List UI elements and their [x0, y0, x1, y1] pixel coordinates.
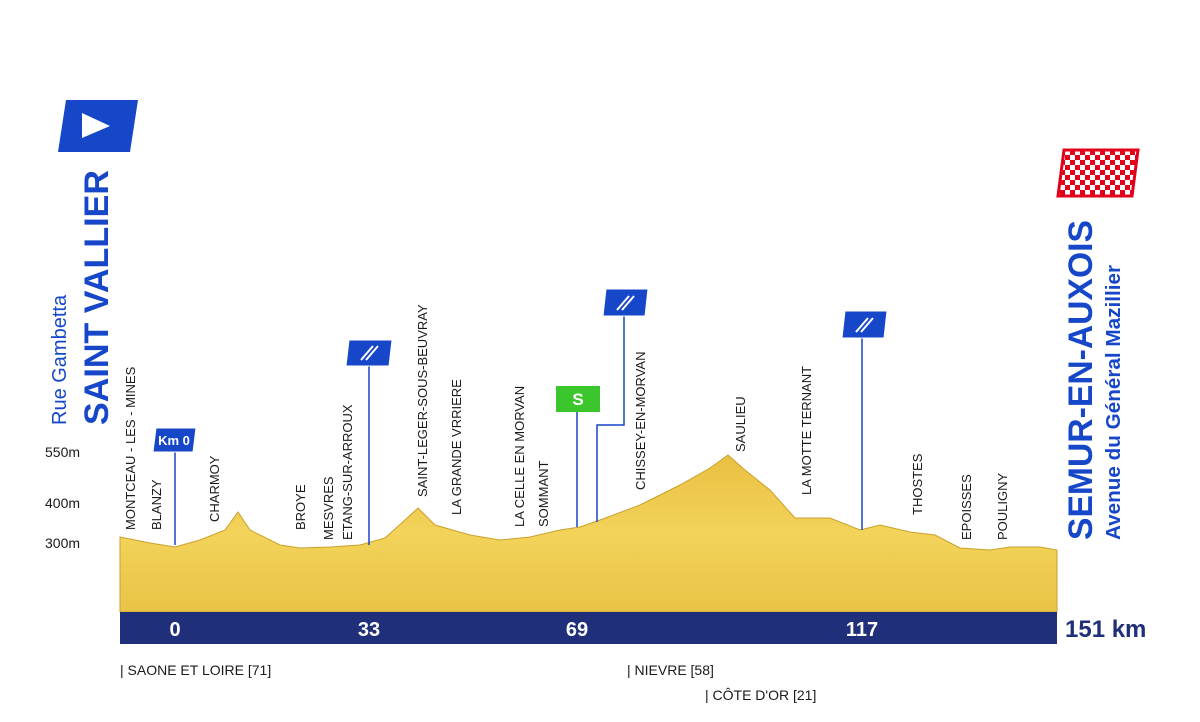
distance-bar: [120, 612, 1057, 644]
finish-street: Avenue du Général Mazillier: [1103, 265, 1125, 540]
place-name: LA MOTTE TERNANT: [799, 366, 814, 495]
place-name: BROYE: [293, 484, 308, 530]
place-name: ETANG-SUR-ARROUX: [340, 404, 355, 540]
place-name: BLANZY: [149, 479, 164, 530]
department-label: | NIEVRE [58]: [627, 662, 714, 678]
marker-climb: [841, 310, 888, 530]
place-name: CHISSEY-EN-MORVAN: [633, 352, 648, 490]
place-name: SAULIEU: [733, 396, 748, 452]
elevation-profile: [119, 454, 1058, 613]
place-name: MONTCEAU - LES - MINES: [123, 366, 138, 530]
start-arrow: [82, 113, 110, 138]
distance-label: 0: [169, 619, 180, 641]
altitude-label: 300m: [45, 535, 80, 551]
sprint-label: S: [572, 390, 583, 409]
labels: 550m 400m 300m MONTCEAU - LES - MINES BLANZY…: [45, 304, 1010, 703]
place-name: EPOISSES: [959, 474, 974, 540]
marker-climb: [345, 339, 393, 545]
altitude-label: 400m: [45, 495, 80, 511]
place-name: POULIGNY: [995, 472, 1010, 540]
place-name: SOMMANT: [536, 461, 551, 528]
finish-flag: [1056, 148, 1140, 198]
start-street: Rue Gambetta: [49, 294, 71, 425]
distance-label: 117: [846, 619, 878, 641]
marker-climb: [596, 288, 649, 522]
distance-label: 33: [358, 619, 380, 641]
marker-sprint: S: [556, 386, 600, 527]
finish-town: SEMUR-EN-AUXOIS: [1062, 220, 1100, 540]
department-label: | SAONE ET LOIRE [71]: [120, 662, 271, 678]
place-name: MESVRES: [321, 476, 336, 540]
place-name: LA CELLE EN MORVAN: [512, 386, 527, 527]
distance-label: 69: [566, 619, 588, 641]
marker-km0: Km 0: [152, 427, 197, 545]
department-label: | CÔTE D'OR [21]: [705, 687, 816, 703]
km0-label: Km 0: [158, 433, 190, 448]
place-name: SAINT-LEGER-SOUS-BEUVRAY: [415, 304, 430, 497]
total-distance: 151 km: [1065, 616, 1146, 643]
altitude-label: 550m: [45, 444, 80, 460]
place-name: THOSTES: [910, 453, 925, 515]
place-name: CHARMOY: [207, 455, 222, 522]
start-town: SAINT VALLIER: [78, 170, 116, 425]
place-name: LA GRANDE VRRIERE: [449, 379, 464, 515]
